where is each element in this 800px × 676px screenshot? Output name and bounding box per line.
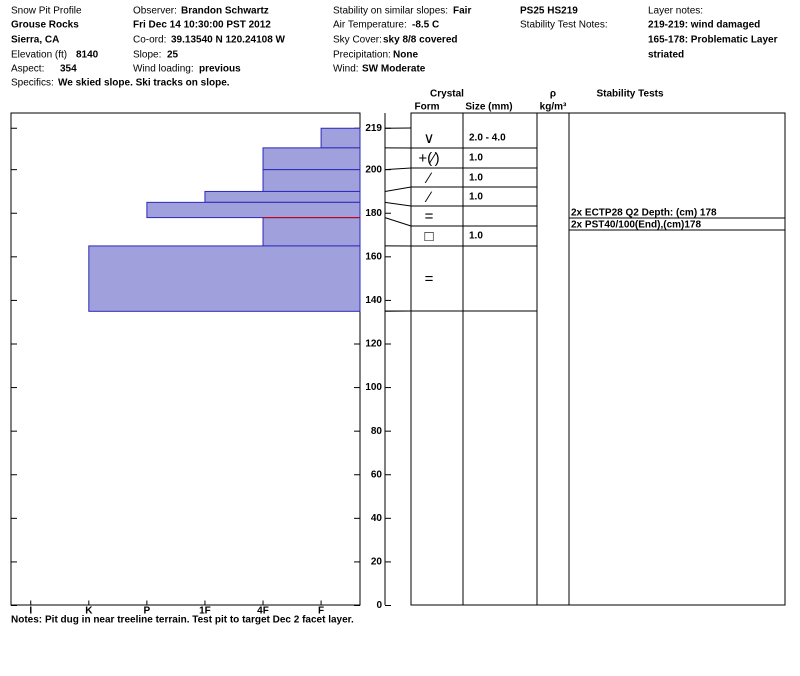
- layer-note: striated: [648, 50, 684, 61]
- value: 39.13540 N 120.24108 W: [171, 35, 286, 46]
- y-tick-label: 120: [365, 339, 382, 350]
- crystal-form: =: [425, 208, 434, 225]
- label: Stability Test Notes:: [520, 20, 608, 31]
- crystal-form: ∕: [424, 170, 433, 187]
- label: Layer notes:: [648, 6, 703, 17]
- layer-connector: [384, 167, 412, 171]
- location: Grouse Rocks: [11, 20, 79, 31]
- label: Sky Cover:: [333, 35, 382, 46]
- value: sky 8/8 covered: [383, 35, 458, 46]
- bar: [146, 201, 361, 219]
- x-tick-label: K: [85, 606, 93, 617]
- y-tick-label: 160: [365, 251, 382, 262]
- y-tick-label: 60: [371, 469, 383, 480]
- crystal-form: =: [425, 270, 434, 287]
- bar: [262, 147, 361, 171]
- value: 25: [167, 50, 179, 61]
- value: -8.5 C: [412, 20, 439, 31]
- x-tick-label: 1F: [199, 606, 211, 617]
- y-tick-label: 180: [365, 208, 382, 219]
- label: Aspect:: [11, 64, 44, 75]
- column-header: kg/m³: [540, 102, 567, 113]
- crystal-form: ∕: [424, 189, 433, 206]
- crystal-size: 1.0: [469, 173, 483, 184]
- y-tick-label: 80: [371, 426, 383, 437]
- y-tick-label: 100: [365, 382, 382, 393]
- label: Precipitation:: [333, 50, 391, 61]
- label: Elevation (ft): [11, 50, 67, 61]
- x-tick-label: P: [144, 606, 151, 617]
- label: Slope:: [133, 50, 161, 61]
- column-header: Crystal: [430, 89, 464, 100]
- bar: [88, 245, 361, 312]
- notes-label: Notes:: [11, 615, 42, 626]
- bar: [262, 169, 361, 192]
- bar: [262, 217, 361, 247]
- y-tick-label: 0: [376, 600, 382, 611]
- label: Wind:: [333, 64, 359, 75]
- label: Air Temperature:: [333, 20, 407, 31]
- crystal-form: +(∕): [418, 150, 439, 167]
- crystal-size: 1.0: [469, 153, 483, 164]
- label: Co-ord:: [133, 35, 166, 46]
- table-frame: [410, 112, 786, 606]
- x-tick-label: 4F: [257, 606, 269, 617]
- hardness-frame: [10, 112, 361, 606]
- crystal-size: 2.0 - 4.0: [469, 133, 506, 144]
- y-tick-label: 219: [365, 123, 382, 134]
- crystal-form: ∨: [424, 130, 435, 147]
- value: We skied slope. Ski tracks on slope.: [58, 78, 230, 89]
- bar: [320, 127, 361, 149]
- layer-note: 165-178: Problematic Layer: [648, 35, 778, 46]
- y-tick-label: 40: [371, 513, 383, 524]
- y-tick-label: 140: [365, 295, 382, 306]
- crystal-form: □: [424, 228, 433, 245]
- value: SW Moderate: [362, 64, 426, 75]
- layer-connector: [384, 217, 412, 227]
- stability-test: 2x PST40/100(End),(cm)178: [571, 220, 701, 231]
- crystal-size: 1.0: [469, 231, 483, 242]
- value: None: [393, 50, 418, 61]
- column-header: Size (mm): [465, 102, 512, 113]
- label: Specifics:: [11, 78, 54, 89]
- x-tick-label: I: [29, 606, 32, 617]
- layer-note: 219-219: wind damaged: [648, 20, 760, 31]
- label: Wind loading:: [133, 64, 194, 75]
- crystal-size: 1.0: [469, 192, 483, 203]
- y-tick-label: 20: [371, 557, 383, 568]
- label: Stability on similar slopes:: [333, 6, 448, 17]
- value: Fair: [453, 6, 471, 17]
- column-header: Form: [415, 102, 440, 113]
- y-tick-label: 200: [365, 164, 382, 175]
- value: 8140: [76, 50, 99, 61]
- column-header: Stability Tests: [596, 89, 663, 100]
- ps-hs: PS25 HS219: [520, 6, 578, 17]
- bar: [204, 190, 361, 203]
- layer-connector: [384, 186, 412, 192]
- value: Brandon Schwartz: [181, 6, 269, 17]
- x-tick-label: F: [318, 606, 324, 617]
- date: Fri Dec 14 10:30:00 PST 2012: [133, 20, 271, 31]
- stability-test: 2x ECTP28 Q2 Depth: (cm) 178: [571, 208, 717, 219]
- header: Snow Pit Profile Grouse Rocks Sierra, CA…: [11, 6, 778, 89]
- column-header: ρ: [550, 89, 556, 100]
- value: 354: [60, 64, 77, 75]
- layer-connector: [384, 201, 412, 207]
- label: Observer:: [133, 6, 177, 17]
- notes: Pit dug in near treeline terrain. Test p…: [45, 615, 354, 626]
- value: previous: [199, 64, 241, 75]
- region: Sierra, CA: [11, 35, 59, 46]
- title: Snow Pit Profile: [11, 6, 82, 17]
